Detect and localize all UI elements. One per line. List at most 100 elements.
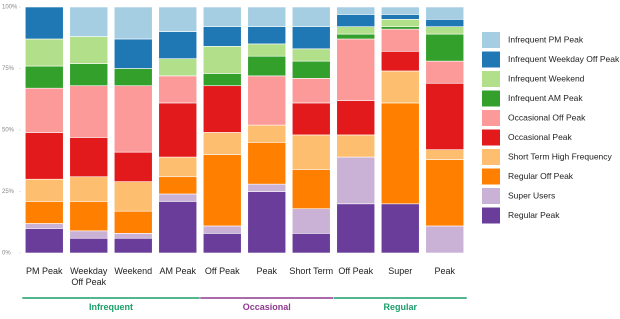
bar-segment	[113, 151, 153, 182]
bar-segment	[24, 223, 64, 229]
bar-segment	[24, 65, 64, 89]
x-tick-label: Off Peak	[338, 266, 374, 276]
bar-segment	[202, 225, 242, 234]
x-tick-label: Peak	[434, 266, 455, 276]
bar-segment	[247, 6, 287, 27]
y-tick-label: 75%	[2, 66, 15, 72]
bar-segment	[24, 201, 64, 224]
legend-swatch	[482, 129, 500, 146]
bar-segment	[425, 26, 465, 35]
legend-label: Infrequent PM Peak	[508, 34, 584, 44]
x-tick-label: Short Term	[289, 266, 334, 276]
bar-segment	[202, 73, 242, 87]
bar-segment	[336, 33, 376, 40]
bar-segment	[113, 6, 153, 40]
legend-label: Infrequent Weekend	[508, 73, 585, 83]
bar-segment	[247, 55, 287, 77]
bar-segment	[202, 26, 242, 47]
bar-segment	[247, 26, 287, 45]
bar-segment	[24, 132, 64, 180]
bar-segment	[291, 102, 331, 136]
bar-segment	[380, 18, 420, 27]
bar-segment	[380, 14, 420, 20]
bar-segment	[291, 6, 331, 27]
legend-swatch	[482, 149, 500, 165]
bar-segment	[336, 6, 376, 15]
bar-segment	[247, 75, 287, 126]
y-tick-label: 100%	[2, 5, 18, 11]
bar-segment	[380, 70, 420, 104]
bar-segment	[69, 137, 109, 178]
bar-segment	[158, 102, 198, 158]
legend-label: Regular Peak	[508, 210, 560, 220]
bar-segment	[158, 201, 198, 254]
group-label: Regular	[383, 302, 417, 312]
bar-segment	[69, 176, 109, 202]
bar-segment	[24, 87, 64, 133]
y-tick-label: 50%	[2, 128, 15, 134]
bar-segment	[202, 6, 242, 27]
bar-segment	[425, 18, 465, 27]
x-tick-label: Weekend	[114, 266, 153, 276]
bar-segment	[158, 156, 198, 178]
bar-segment	[425, 225, 465, 254]
bar-segment	[336, 203, 376, 254]
bar-segment	[380, 6, 420, 15]
legend-label: Infrequent AM Peak	[508, 93, 583, 103]
bar-segment	[336, 100, 376, 136]
bar-segment	[380, 203, 420, 254]
legend-label: Short Term High Frequency	[508, 151, 613, 161]
legend-label: Occasional Peak	[508, 132, 573, 142]
legend-swatch	[482, 90, 500, 107]
bar-segment	[247, 43, 287, 57]
bar-segment	[24, 6, 64, 40]
x-tick-label: Super	[388, 266, 413, 276]
bar-segment	[291, 48, 331, 62]
bar-segment	[69, 85, 109, 138]
bar-segment	[69, 63, 109, 87]
legend-swatch	[482, 207, 500, 224]
bar-segment	[247, 124, 287, 143]
bar-segment	[69, 201, 109, 232]
bar-segment	[291, 208, 331, 234]
group-label: Infrequent	[89, 302, 133, 312]
bar-segment	[425, 6, 465, 20]
bar-segment	[336, 26, 376, 35]
bar-segment	[158, 58, 198, 77]
bar-segment	[113, 68, 153, 87]
bar-segment	[202, 233, 242, 254]
bar-segment	[380, 28, 420, 52]
bar-segment	[113, 181, 153, 212]
bar-segment	[202, 132, 242, 155]
bar-segment	[425, 159, 465, 227]
bar-segment	[158, 176, 198, 195]
bar-segment	[69, 230, 109, 239]
bar-segment	[69, 6, 109, 37]
bar-segment	[158, 75, 198, 104]
bar-segment	[158, 31, 198, 59]
group-label: Occasional	[242, 302, 291, 312]
bar-segment	[380, 50, 420, 72]
bar-segment	[158, 193, 198, 202]
bar-segment	[291, 60, 331, 79]
bar-segment	[69, 36, 109, 64]
y-tick-label: 25%	[2, 189, 15, 195]
bar-segment	[247, 142, 287, 185]
legend-swatch	[482, 32, 500, 48]
bar-segment	[24, 178, 64, 202]
bar-segment	[336, 134, 376, 158]
bar-segment	[202, 154, 242, 227]
x-tick-label: PM Peak	[25, 266, 63, 276]
bar-segment	[291, 26, 331, 50]
legend-label: Infrequent Weekday Off Peak	[508, 54, 620, 64]
x-tick-label: Weekday Off Peak	[70, 266, 108, 287]
x-tick-label: Off Peak	[204, 266, 240, 276]
bar-segment	[291, 78, 331, 104]
legend-swatch	[482, 71, 500, 87]
bar-segment	[113, 237, 153, 254]
bar-segment	[336, 14, 376, 27]
legend-swatch	[482, 110, 500, 126]
bar-segment	[24, 228, 64, 254]
